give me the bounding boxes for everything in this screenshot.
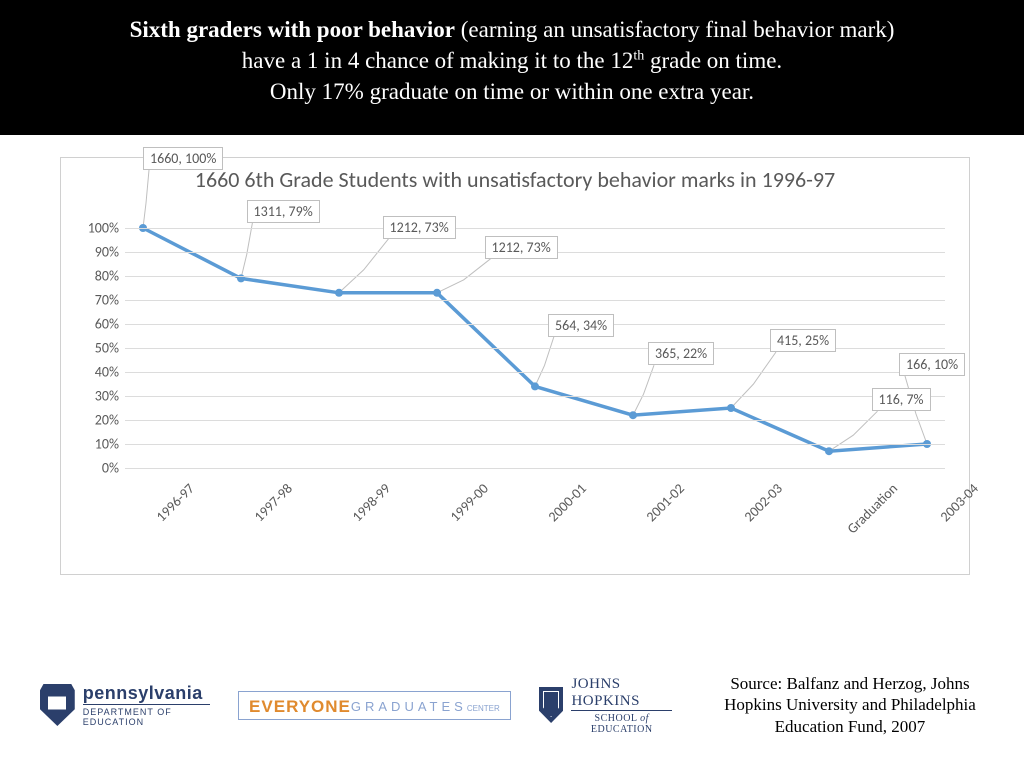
jh-line1: JOHNS HOPKINS [571, 676, 672, 710]
y-axis-label: 0% [77, 460, 119, 477]
header-bold: Sixth graders with poor behavior [130, 17, 455, 42]
chart-container: 1660 6th Grade Students with unsatisfact… [0, 135, 1024, 575]
header-line2-post: grade on time. [644, 48, 782, 73]
grid-line [125, 444, 945, 445]
header-line3: Only 17% graduate on time or within one … [270, 79, 754, 104]
data-callout: 564, 34% [548, 314, 614, 337]
x-axis-label: 1999-00 [447, 480, 492, 525]
y-axis-label: 100% [77, 220, 119, 237]
grid-line [125, 468, 945, 469]
y-axis-label: 30% [77, 388, 119, 405]
eg-line2: GRADUATESCENTER [351, 700, 500, 713]
logo-johns-hopkins: JOHNS HOPKINS SCHOOL of EDUCATION [539, 676, 672, 735]
x-axis-label: 2003-04 [937, 480, 982, 525]
x-axis-label: 2002-03 [741, 480, 786, 525]
y-axis-label: 80% [77, 268, 119, 285]
grid-line [125, 300, 945, 301]
x-axis-label: 2000-01 [545, 480, 590, 525]
grid-line [125, 324, 945, 325]
data-callout: 1660, 100% [143, 147, 223, 170]
chart-box: 1660 6th Grade Students with unsatisfact… [60, 157, 970, 575]
pa-shield-icon [40, 684, 75, 726]
data-callout: 365, 22% [648, 342, 714, 365]
grid-line [125, 228, 945, 229]
y-axis-label: 90% [77, 244, 119, 261]
logo-pennsylvania: pennsylvania DEPARTMENT OF EDUCATION [40, 683, 210, 727]
y-axis-label: 40% [77, 364, 119, 381]
x-axis-label: Graduation [844, 480, 901, 537]
data-callout: 1212, 73% [485, 236, 558, 259]
data-callout: 116, 7% [872, 388, 931, 411]
logo-everyone-graduates: EVERYONE GRADUATESCENTER [238, 691, 511, 720]
source-citation: Source: Balfanz and Herzog, Johns Hopkin… [700, 673, 1000, 737]
y-axis-label: 60% [77, 316, 119, 333]
jh-shield-icon [539, 687, 564, 723]
header-sup: th [633, 48, 644, 63]
grid-line [125, 372, 945, 373]
jh-line2: SCHOOL of EDUCATION [571, 710, 672, 735]
y-axis-label: 20% [77, 412, 119, 429]
y-axis-label: 50% [77, 340, 119, 357]
footer: pennsylvania DEPARTMENT OF EDUCATION EVE… [0, 656, 1024, 768]
data-callout: 1212, 73% [383, 216, 456, 239]
data-callout: 166, 10% [899, 353, 965, 376]
grid-line [125, 420, 945, 421]
grid-line [125, 396, 945, 397]
y-axis-label: 10% [77, 436, 119, 453]
data-callout: 415, 25% [770, 329, 836, 352]
header-line1-rest: (earning an unsatisfactory final behavio… [455, 17, 894, 42]
x-axis-label: 1996-97 [153, 480, 198, 525]
pa-text: pennsylvania DEPARTMENT OF EDUCATION [83, 683, 210, 727]
x-axis-label: 1998-99 [349, 480, 394, 525]
data-callout: 1311, 79% [247, 200, 320, 223]
pa-line1: pennsylvania [83, 683, 210, 704]
jh-text: JOHNS HOPKINS SCHOOL of EDUCATION [571, 676, 672, 735]
chart-plot-area: 0%10%20%30%40%50%60%70%80%90%100%1996-97… [125, 228, 945, 468]
eg-line1: EVERYONE [249, 698, 351, 715]
x-axis-label: 1997-98 [251, 480, 296, 525]
y-axis-label: 70% [77, 292, 119, 309]
grid-line [125, 276, 945, 277]
x-axis-label: 2001-02 [643, 480, 688, 525]
pa-line2: DEPARTMENT OF EDUCATION [83, 704, 210, 727]
header-banner: Sixth graders with poor behavior (earnin… [0, 0, 1024, 135]
header-line2-pre: have a 1 in 4 chance of making it to the… [242, 48, 634, 73]
